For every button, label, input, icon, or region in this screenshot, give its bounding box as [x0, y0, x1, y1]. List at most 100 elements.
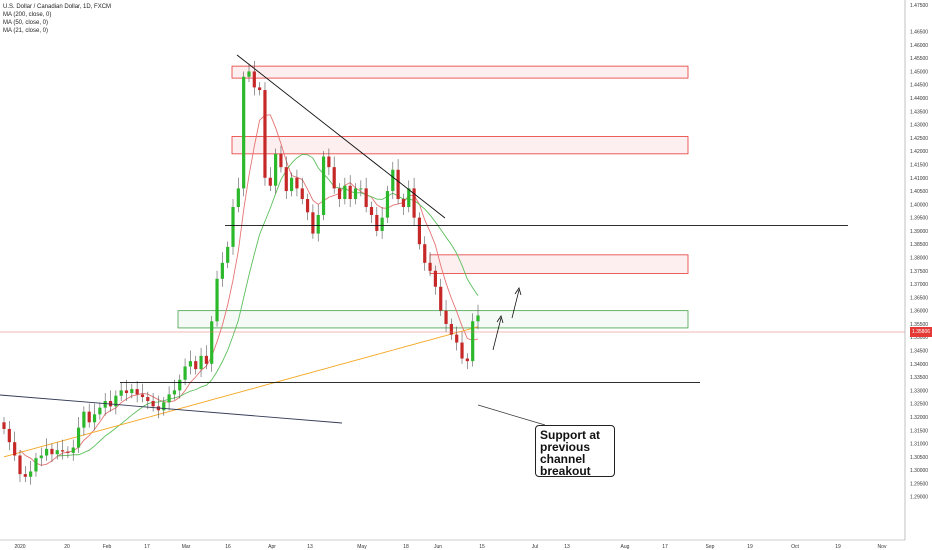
y-tick-label: 1.33500 — [910, 375, 928, 381]
candle-body — [476, 315, 480, 322]
candle-body — [252, 71, 256, 88]
y-tick-label: 1.29500 — [910, 481, 928, 487]
candle-body — [375, 214, 379, 231]
candle-body — [428, 262, 432, 271]
y-tick-label: 1.40000 — [910, 202, 928, 208]
candle-body — [162, 402, 166, 411]
arrow-head-icon — [496, 315, 504, 324]
candle-body — [55, 450, 59, 455]
x-tick-label: 13 — [307, 544, 313, 550]
candle-body — [82, 411, 86, 428]
legend-ma21: MA (21, close, 0) — [3, 28, 49, 34]
y-tick-label: 1.34000 — [910, 362, 928, 368]
y-tick-label: 1.45500 — [910, 56, 928, 62]
y-tick-label: 1.37000 — [910, 282, 928, 288]
candle-body — [455, 334, 459, 343]
candle-body — [210, 321, 214, 364]
x-tick-label: 19 — [835, 544, 841, 550]
x-tick-label: 17 — [662, 544, 668, 550]
candle-body — [465, 358, 469, 362]
y-tick-label: 1.38000 — [910, 256, 928, 262]
x-tick-label: Aug — [621, 544, 630, 550]
candle-body — [444, 310, 448, 324]
candle-body — [199, 355, 203, 370]
candle-body — [401, 199, 406, 207]
candle-body — [258, 87, 262, 91]
y-tick-label: 1.44000 — [910, 96, 928, 102]
y-tick-label: 1.42500 — [910, 136, 928, 142]
legend-ma50: MA (50, close, 0) — [3, 20, 49, 26]
candle-body — [231, 207, 235, 247]
candle-body — [337, 188, 342, 200]
candle-body — [263, 90, 267, 178]
resistance-zone — [231, 136, 689, 155]
candle-body — [204, 355, 208, 364]
candle-body — [103, 401, 107, 408]
candle-body — [71, 447, 75, 453]
candle-body — [305, 199, 310, 213]
y-tick-label: 1.43000 — [910, 123, 928, 129]
y-tick-label: 1.39500 — [910, 216, 928, 222]
candle-body — [66, 451, 70, 453]
y-tick-label: 1.37500 — [910, 269, 928, 275]
resistance-zone — [231, 65, 689, 79]
y-tick-label: 1.32500 — [910, 402, 928, 408]
y-tick-label: 1.30500 — [910, 455, 928, 461]
candle-body — [391, 169, 395, 192]
candle-body — [194, 361, 198, 370]
y-tick-label: 1.46000 — [910, 43, 928, 49]
candle-body — [321, 156, 326, 215]
candle-body — [353, 188, 358, 200]
x-tick-label: 2020 — [14, 544, 25, 550]
y-tick-label: 1.34500 — [910, 349, 928, 355]
candle-body — [279, 153, 283, 168]
y-tick-label: 1.31500 — [910, 428, 928, 434]
y-tick-label: 1.43500 — [910, 109, 928, 115]
candle-body — [423, 244, 427, 263]
candle-body — [417, 217, 422, 245]
candle-body — [92, 414, 97, 423]
y-tick-label: 1.33000 — [910, 388, 928, 394]
candle-body — [242, 76, 246, 189]
candle-body — [471, 321, 475, 362]
candle-body — [60, 450, 65, 452]
y-tick-label: 1.41500 — [910, 162, 928, 168]
legend-symbol: U.S. Dollar / Canadian Dollar, 1D, FXCM — [3, 4, 112, 10]
downtrend-line — [236, 54, 446, 219]
y-tick-label: 1.46500 — [910, 30, 928, 36]
y-tick-label: 1.40500 — [910, 189, 928, 195]
y-tick-label: 1.32000 — [910, 415, 928, 421]
candle-body — [268, 177, 272, 186]
candle-body — [2, 422, 6, 429]
candle-body — [247, 71, 251, 77]
candle-body — [284, 167, 288, 192]
chart-legend: U.S. Dollar / Canadian Dollar, 1D, FXCM … — [3, 3, 111, 35]
candle-body — [29, 471, 33, 477]
annotation-line-3: channel — [540, 452, 586, 466]
x-tick-label: Sep — [706, 544, 715, 550]
y-tick-label: 1.36000 — [910, 309, 928, 315]
y-tick-label: 1.29000 — [910, 495, 928, 501]
candle-body — [188, 361, 193, 367]
candle-body — [311, 212, 315, 234]
candle-body — [39, 455, 43, 459]
candle-body — [135, 389, 139, 395]
y-tick-label: 1.31000 — [910, 442, 928, 448]
candle-body — [215, 278, 219, 322]
candle-body — [327, 156, 331, 168]
candle-body — [7, 428, 11, 443]
y-tick-label: 1.44500 — [910, 83, 928, 89]
candle-body — [385, 191, 390, 218]
y-tick-label: 1.38500 — [910, 242, 928, 248]
arrow-head-icon — [514, 287, 522, 296]
x-tick-label: 18 — [403, 544, 409, 550]
x-tick-label: 16 — [225, 544, 231, 550]
projection-arrow — [492, 317, 502, 351]
x-tick-label: Nov — [878, 544, 887, 550]
candle-body — [151, 401, 155, 407]
y-tick-label: 1.41000 — [910, 176, 928, 182]
candle-body — [167, 394, 171, 403]
candle-body — [348, 185, 352, 200]
candle-body — [460, 342, 464, 359]
candle-body — [34, 458, 38, 472]
